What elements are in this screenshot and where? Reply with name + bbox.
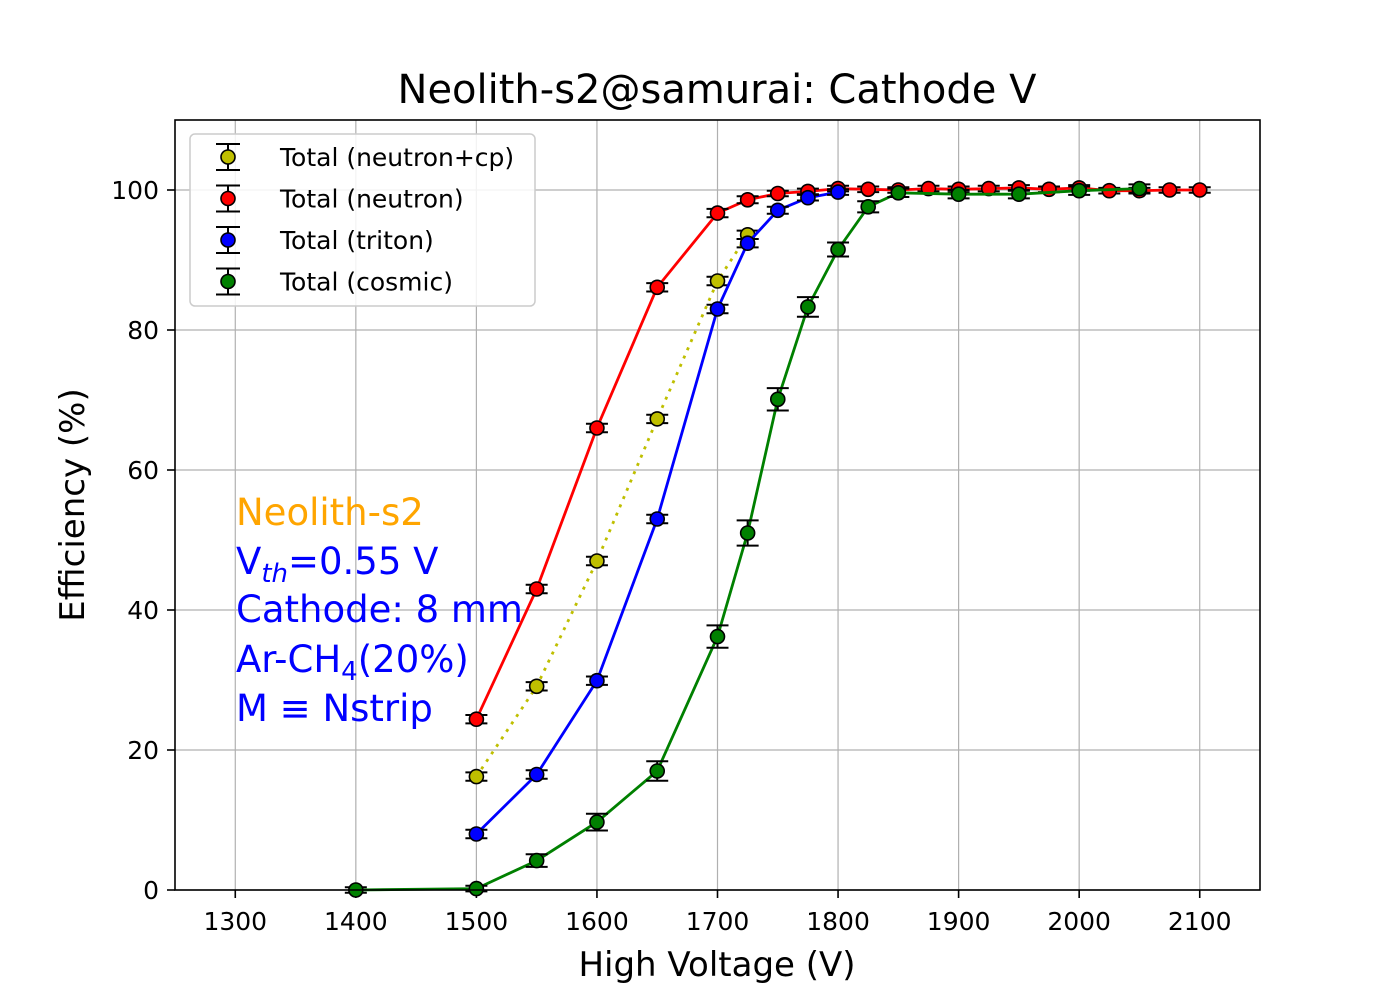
annotation-cathode: Cathode: 8 mm — [236, 588, 523, 631]
y-axis-label: Efficiency (%) — [53, 388, 93, 621]
data-point — [980, 180, 997, 197]
legend: Total (neutron+cp) Total (neutron) Total (… — [189, 133, 536, 307]
data-point — [528, 581, 545, 597]
data-point — [800, 299, 816, 315]
legend-label: Total (triton) — [279, 226, 434, 255]
data-point — [739, 235, 756, 251]
plot-frame — [174, 119, 1261, 891]
x-tick-label: 1400 — [324, 907, 388, 936]
data-point — [769, 202, 786, 219]
data-point — [649, 279, 666, 296]
data-point — [739, 192, 756, 208]
data-point — [890, 185, 907, 201]
annotation-block: Neolith-s2 Vth=0.55 V Cathode: 8 mm Ar-C… — [236, 491, 523, 730]
data-point — [1041, 181, 1057, 198]
data-point — [589, 672, 605, 689]
annotation-gas-suffix: (20%) — [358, 638, 469, 681]
data-point — [769, 185, 786, 202]
series-line — [355, 187, 1140, 892]
x-tick-label: 1800 — [806, 907, 870, 936]
legend-label: Total (cosmic) — [279, 268, 453, 297]
data-point — [709, 628, 726, 645]
data-point — [468, 768, 485, 785]
legend-marker — [220, 232, 236, 248]
data-point — [860, 199, 876, 215]
data-point — [649, 411, 666, 427]
data-point — [800, 189, 816, 206]
data-point — [739, 525, 756, 541]
series-line — [475, 234, 749, 778]
data-point — [1011, 186, 1027, 202]
data-point — [1131, 180, 1148, 197]
x-tick-label: 1600 — [565, 907, 629, 936]
data-point — [769, 391, 786, 408]
legend-marker — [220, 190, 236, 207]
y-axis-ticks: 0 20 40 60 80 100 — [111, 176, 175, 905]
y-tick-label: 20 — [127, 736, 159, 765]
data-point — [589, 420, 605, 436]
data-point — [950, 186, 967, 202]
annotation-threshold-sub: th — [261, 559, 288, 589]
data-point — [649, 511, 666, 527]
annotation-detector: Neolith-s2 — [236, 491, 424, 534]
y-tick-label: 60 — [127, 456, 159, 485]
annotation-threshold-value: =0.55 V — [288, 540, 438, 583]
annotation-gas-prefix: Ar-CH — [236, 638, 341, 681]
data-point — [830, 184, 846, 200]
data-point — [1161, 182, 1178, 198]
data-point — [528, 766, 545, 783]
x-tick-label: 1300 — [203, 907, 267, 936]
data-point — [528, 678, 545, 695]
data-point — [1071, 182, 1087, 199]
y-tick-label: 40 — [127, 596, 159, 625]
x-axis-label: High Voltage (V) — [578, 945, 855, 985]
series-2 — [465, 184, 850, 842]
data-point — [649, 763, 666, 779]
data-point — [709, 205, 726, 221]
data-point — [709, 273, 726, 289]
legend-marker — [220, 149, 236, 165]
data-point — [589, 553, 605, 569]
x-tick-label: 2000 — [1047, 907, 1111, 936]
x-tick-label: 1900 — [927, 907, 991, 936]
legend-label: Total (neutron+cp) — [279, 143, 514, 172]
x-axis-ticks: 1300 1400 1500 1600 1700 1800 1900 2000 2100 — [203, 890, 1232, 936]
legend-label: Total (neutron) — [279, 185, 464, 214]
y-tick-label: 100 — [111, 176, 159, 205]
data-point — [589, 814, 605, 830]
legend-marker — [220, 273, 236, 290]
chart-title: Neolith-s2@samurai: Cathode V — [398, 67, 1038, 113]
data-point — [860, 181, 876, 198]
annotation-multiplicity: M ≡ Nstrip — [236, 687, 433, 730]
annotation-gas: Ar-CH4(20%) — [236, 638, 469, 687]
annotation-threshold-prefix: V — [236, 540, 261, 583]
legend-box — [189, 133, 536, 307]
data-point — [1191, 182, 1208, 198]
x-tick-label: 2100 — [1168, 907, 1232, 936]
x-tick-label: 1500 — [445, 907, 509, 936]
data-point — [468, 880, 485, 897]
annotation-gas-sub: 4 — [341, 657, 358, 687]
y-tick-label: 80 — [127, 316, 159, 345]
y-tick-label: 0 — [143, 876, 159, 905]
annotation-threshold: Vth=0.55 V — [236, 540, 438, 589]
data-point — [528, 852, 545, 869]
data-point — [830, 241, 846, 258]
data-point — [468, 711, 485, 728]
data-point — [709, 301, 726, 317]
x-tick-label: 1700 — [686, 907, 750, 936]
data-point — [468, 826, 485, 842]
